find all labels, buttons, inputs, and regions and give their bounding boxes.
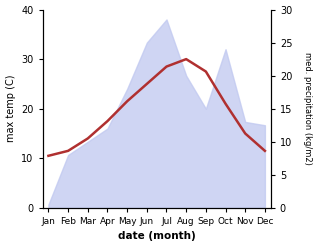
X-axis label: date (month): date (month) [118,231,196,242]
Y-axis label: max temp (C): max temp (C) [5,75,16,143]
Y-axis label: med. precipitation (kg/m2): med. precipitation (kg/m2) [303,52,313,165]
